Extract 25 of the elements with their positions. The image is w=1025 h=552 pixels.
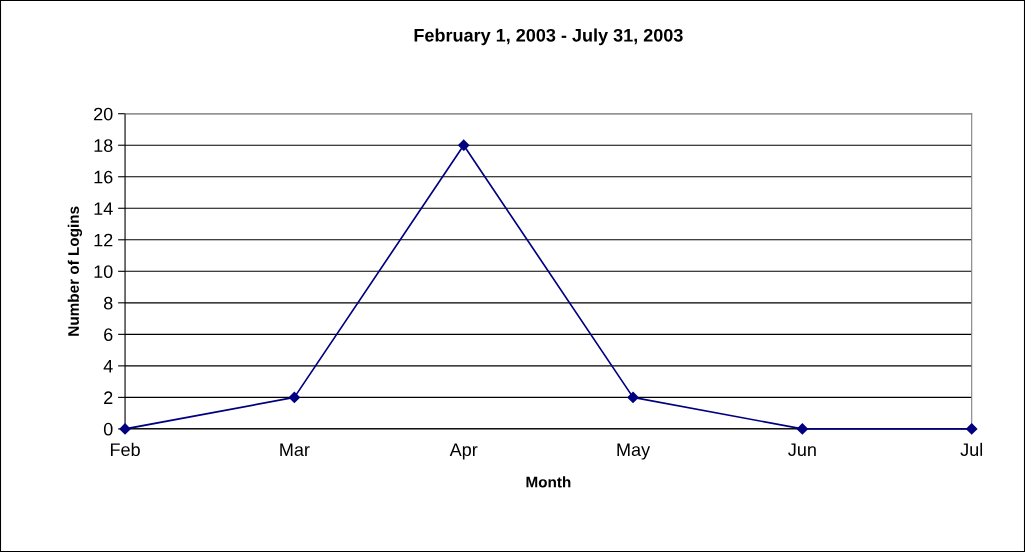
y-tick-label: 6 — [104, 328, 113, 342]
y-tick-label: 4 — [103, 359, 113, 373]
x-tick-label: May — [617, 443, 651, 460]
point — [796, 423, 808, 435]
chart-title: February 1, 2003 - July 31, 2003 — [414, 28, 683, 46]
point — [627, 391, 639, 403]
x-tick-label: Jun — [788, 443, 816, 457]
y-tick-label: 14 — [94, 202, 113, 215]
y-tick-label: 18 — [94, 139, 113, 152]
point — [966, 423, 978, 435]
x-axis-title: Month — [526, 476, 571, 488]
y-tick-label: 12 — [94, 233, 113, 247]
y-tick-label: 0 — [103, 422, 113, 436]
x-tick-label: Apr — [449, 443, 478, 460]
point — [288, 391, 300, 403]
y-tick-label: 10 — [94, 265, 113, 279]
x-tick-label: Mar — [280, 443, 310, 457]
y-tick-label: 20 — [94, 107, 113, 121]
point — [458, 139, 470, 151]
y-tick-label: 2 — [104, 391, 113, 404]
y-axis-title: Number of Logins — [67, 206, 83, 336]
y-tick-label: 16 — [94, 170, 113, 184]
y-tick-label: 8 — [103, 296, 113, 310]
x-tick-label: Feb — [110, 442, 140, 457]
x-tick-label: Jul — [960, 442, 983, 457]
